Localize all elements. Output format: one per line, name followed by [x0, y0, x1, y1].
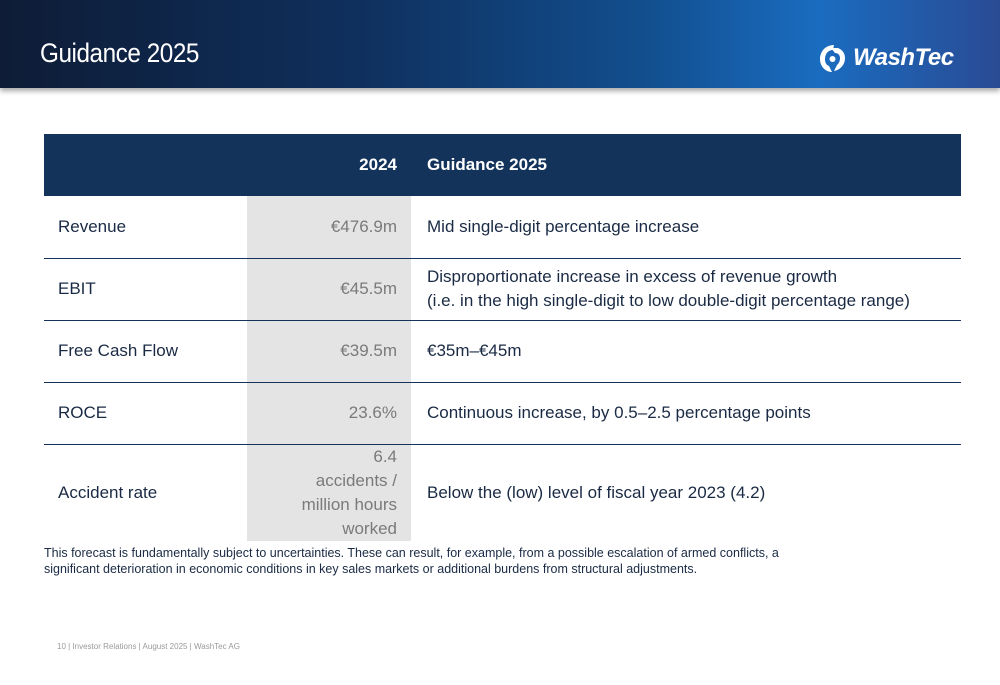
guidance-table: 2024 Guidance 2025 Revenue €476.9m Mid s… [44, 134, 961, 541]
guidance-revenue: Mid single-digit percentage increase [427, 216, 700, 236]
guidance-free-cash-flow: €35m–€45m [427, 341, 522, 360]
metric-free-cash-flow: Free Cash Flow [58, 341, 178, 360]
guidance-accident-rate: Below the (low) level of fiscal year 202… [427, 482, 766, 502]
value-roce: 23.6% [247, 382, 411, 444]
metric-roce: ROCE [58, 403, 108, 422]
header-2024: 2024 [359, 155, 397, 174]
guidance-roce: Continuous increase, by 0.5–2.5 percenta… [427, 403, 811, 422]
header-guidance-2025: Guidance 2025 [427, 155, 548, 174]
table-row: Free Cash Flow €39.5m €35m–€45m [44, 320, 961, 382]
value-free-cash-flow: €39.5m [247, 320, 411, 382]
value-accident-rate: 6.4 accidents / million hours worked [247, 444, 411, 541]
logo-text: WashTec [853, 44, 954, 71]
forecast-disclaimer: This forecast is fundamentally subject t… [44, 546, 779, 576]
guidance-ebit: Disproportionate increase in excess of r… [427, 267, 910, 310]
table-row: ROCE 23.6% Continuous increase, by 0.5–2… [44, 382, 961, 444]
header-metric [44, 134, 247, 196]
metric-accident-rate: Accident rate [58, 482, 158, 502]
metric-revenue: Revenue [58, 216, 127, 236]
value-revenue: €476.9m [247, 196, 411, 258]
header-bar: Guidance 2025 WashTec [0, 0, 1000, 88]
table-row: EBIT €45.5m Disproportionate increase in… [44, 258, 961, 320]
washtec-logo: WashTec [817, 40, 954, 76]
washtec-logo-icon [820, 45, 845, 72]
table-header-row: 2024 Guidance 2025 [44, 134, 961, 196]
metric-ebit: EBIT [58, 279, 96, 298]
page-title: Guidance 2025 [40, 38, 199, 68]
table-row: Accident rate 6.4 accidents / million ho… [44, 444, 961, 541]
page-footer: 10 | Investor Relations | August 2025 | … [57, 642, 240, 651]
table-row: Revenue €476.9m Mid single-digit percent… [44, 196, 961, 258]
value-ebit: €45.5m [247, 258, 411, 320]
